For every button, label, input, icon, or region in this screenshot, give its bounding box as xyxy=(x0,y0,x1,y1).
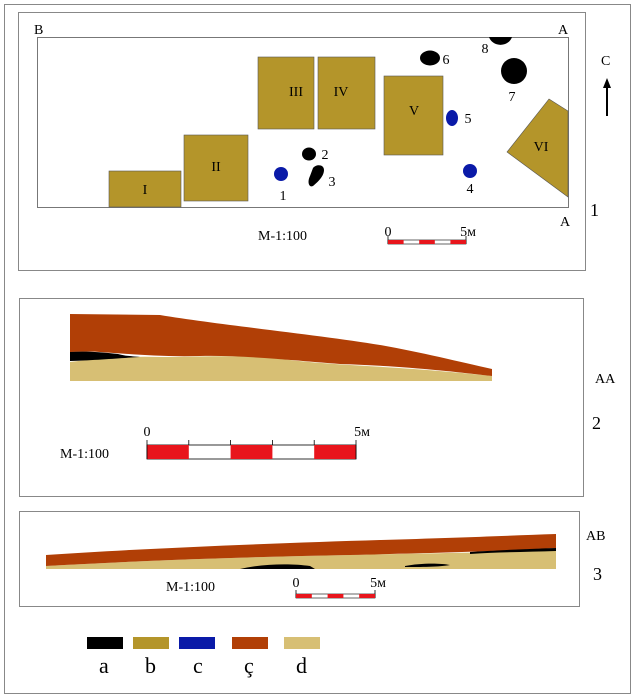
section-ab-frame xyxy=(19,511,580,607)
plan-panel: B A A 1 C I II III IV V xyxy=(18,12,611,271)
feature-1-mark xyxy=(274,167,288,181)
section-aa-panel: AA 2 M-1:100 0 5м xyxy=(19,298,616,497)
feature-8-label: 8 xyxy=(482,42,489,57)
north-arrow-head xyxy=(603,78,611,88)
feature-3-mark xyxy=(308,165,324,187)
plan-scale-zero: 0 xyxy=(385,225,392,240)
feature-2-label: 2 xyxy=(322,148,329,163)
feature-3-label: 3 xyxy=(329,175,336,190)
room-ii: II xyxy=(183,134,249,202)
section-aa-frame xyxy=(19,298,584,497)
room-iii-label: III xyxy=(289,85,303,100)
section-ab-title: AB xyxy=(586,529,605,544)
feature-1: 1 xyxy=(274,167,288,204)
feature-7: 7 xyxy=(501,58,527,105)
room-i: I xyxy=(108,170,182,208)
feature-4: 4 xyxy=(463,164,477,197)
corner-a-bottom-label: A xyxy=(560,215,571,230)
legend-swatch-c-cedilla xyxy=(232,637,268,649)
room-v-label: V xyxy=(409,104,419,119)
feature-2-mark xyxy=(302,147,316,161)
section-ab-layer-a-right xyxy=(470,548,556,554)
plan-scale-bar xyxy=(387,236,467,245)
section-ab-panel: AB 3 M-1:100 0 5м xyxy=(19,511,605,607)
feature-5: 5 xyxy=(446,110,472,127)
room-iii-area xyxy=(257,56,315,130)
corner-b-label: B xyxy=(34,23,43,38)
feature-2: 2 xyxy=(302,147,329,163)
feature-1-label: 1 xyxy=(280,189,287,204)
section-ab-layer-c-cedilla xyxy=(46,534,556,566)
feature-3: 3 xyxy=(308,165,336,190)
room-ii-label: II xyxy=(211,160,221,175)
legend-label-c: c xyxy=(193,653,203,678)
feature-6-label: 6 xyxy=(443,53,450,68)
room-v: V xyxy=(383,75,444,156)
section-aa-title: AA xyxy=(595,372,616,387)
section-ab-layer-a-lower xyxy=(240,564,315,569)
excavation-boundary xyxy=(37,37,569,208)
legend-swatch-b xyxy=(133,637,169,649)
feature-4-label: 4 xyxy=(467,182,474,197)
feature-6-mark xyxy=(420,50,440,66)
section-ab-scale-bar xyxy=(295,590,376,599)
room-ii-area xyxy=(183,134,249,202)
feature-7-label: 7 xyxy=(509,90,516,105)
legend: a b c ç d xyxy=(87,637,320,678)
legend-swatch-d xyxy=(284,637,320,649)
section-ab-panel-number: 3 xyxy=(593,564,602,584)
north-label: C xyxy=(601,54,610,69)
room-iv-label: IV xyxy=(334,85,349,100)
legend-label-d: d xyxy=(296,653,307,678)
room-vi-area xyxy=(506,98,569,198)
legend-swatch-c xyxy=(179,637,215,649)
section-aa-scale-bar xyxy=(146,440,357,460)
legend-label-a: a xyxy=(99,653,109,678)
plan-panel-number: 1 xyxy=(590,200,599,220)
feature-8: 8 xyxy=(482,37,512,57)
room-iv-area xyxy=(317,56,376,130)
feature-4-mark xyxy=(463,164,477,178)
legend-swatch-a xyxy=(87,637,123,649)
feature-5-mark xyxy=(446,110,458,126)
section-ab-layer-a-lens xyxy=(405,563,450,567)
plan-panel-frame xyxy=(18,12,586,271)
section-aa-scale-text: M-1:100 xyxy=(60,447,109,462)
section-aa-panel-number: 2 xyxy=(592,413,601,433)
section-ab-scale-zero: 0 xyxy=(293,576,300,591)
feature-8-mark xyxy=(489,37,512,45)
section-aa-scale-zero: 0 xyxy=(144,425,151,440)
room-i-area xyxy=(108,170,182,208)
north-arrow: C xyxy=(601,54,611,116)
feature-7-mark xyxy=(501,58,527,84)
plan-scale-text: M-1:100 xyxy=(258,229,307,244)
legend-label-c-cedilla: ç xyxy=(244,653,254,678)
outer-frame xyxy=(4,4,631,694)
legend-label-b: b xyxy=(145,653,156,678)
room-vi: VI xyxy=(506,98,569,198)
room-iv: IV xyxy=(317,56,376,130)
section-aa-layer-c-cedilla xyxy=(70,314,492,376)
section-aa-layer-d xyxy=(70,356,492,381)
room-iii: III xyxy=(257,56,315,130)
section-ab-scale-text: M-1:100 xyxy=(166,580,215,595)
room-v-area xyxy=(383,75,444,156)
section-aa-scale-end: 5м xyxy=(354,425,370,440)
feature-6: 6 xyxy=(420,50,450,68)
section-aa-layer-a xyxy=(70,351,140,361)
section-ab-scale-end: 5м xyxy=(370,576,386,591)
plan-scale-end: 5м xyxy=(460,225,476,240)
feature-5-label: 5 xyxy=(465,112,472,127)
corner-a-top-label: A xyxy=(558,23,569,38)
room-vi-label: VI xyxy=(534,140,549,155)
room-i-label: I xyxy=(143,183,148,198)
